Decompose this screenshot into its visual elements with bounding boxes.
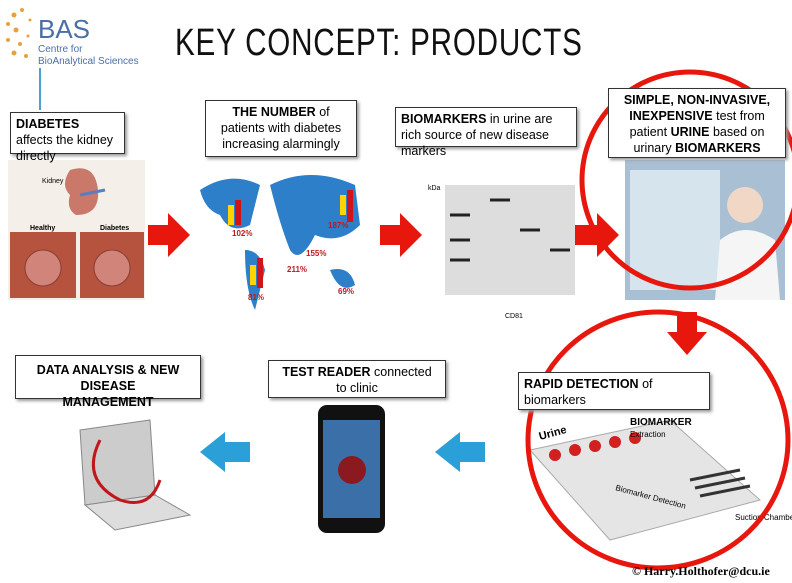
chip-image: Urine BIOMARKER Extraction Biomarker Det…: [529, 417, 792, 541]
label: kDa: [428, 185, 441, 192]
bold-text: BIOMARKERS: [401, 112, 487, 126]
text: based on urinary: [633, 125, 768, 155]
bold-text: SIMPLE, NON-INVASIVE, INEXPENSIVE: [623, 93, 774, 123]
kidney-image: Kidney Healthy Diabetes: [8, 160, 145, 300]
text-box: DIABETES affects the kidney directly: [10, 112, 125, 163]
highlight-circle: [579, 69, 792, 291]
label: CD81: [505, 313, 523, 320]
text: of biomarkers: [524, 377, 656, 407]
bold-text: DIABETES: [16, 117, 80, 131]
logo-dots: [6, 8, 32, 58]
label: BIOMARKER: [630, 417, 692, 428]
gel-image: kDa CD81: [428, 185, 575, 320]
label: Healthy: [30, 225, 55, 232]
blue-arrows: [200, 432, 485, 472]
label: 211%: [287, 265, 307, 274]
label: 187%: [328, 221, 348, 230]
bold-text: RAPID DETECTION: [524, 377, 639, 391]
text: affects the kidney directly: [16, 117, 117, 163]
title: KEY CONCEPT: PRODUCTS: [175, 22, 583, 64]
lab-photo: [625, 160, 785, 300]
laptop-image: [79, 419, 192, 531]
text: in urine are rich source of new disease …: [401, 112, 556, 158]
text-box: SIMPLE, NON-INVASIVE, INEXPENSIVE test f…: [608, 88, 786, 158]
bold-text: BIOMARKERS: [675, 141, 761, 155]
bold-text: THE NUMBER: [232, 105, 316, 119]
label: 81%: [248, 293, 264, 302]
text-box: TEST READER connected to clinic: [268, 360, 446, 398]
text: test from patient: [629, 109, 769, 139]
phone-image: [318, 405, 385, 533]
text-box: DATA ANALYSIS & NEW DISEASE MANAGEMENT: [15, 355, 201, 409]
label: Kidney: [42, 178, 64, 185]
bold-text: DATA ANALYSIS & NEW DISEASE MANAGEMENT: [36, 363, 183, 409]
footer: © Harry.Holthofer@dcu.ie: [632, 564, 770, 578]
label: 155%: [306, 249, 326, 258]
label: Diabetes: [100, 225, 129, 232]
logo-line2: BioAnalytical Sciences: [38, 56, 139, 67]
highlight-circle: [525, 309, 791, 571]
text: of patients with diabetes increasing ala…: [220, 105, 345, 151]
label: 102%: [232, 229, 252, 238]
map-image: 102% 211% 155% 187% 81% 69%: [200, 175, 360, 310]
label: Urine: [538, 424, 568, 443]
logo-name: BAS: [38, 14, 90, 44]
bold-text: URINE: [670, 125, 710, 139]
label: 69%: [338, 287, 354, 296]
text-box: BIOMARKERS in urine are rich source of n…: [395, 107, 577, 158]
text-box: THE NUMBER of patients with diabetes inc…: [205, 100, 357, 157]
logo-line1: Centre for: [38, 44, 83, 55]
text-box: RAPID DETECTION of biomarkers: [518, 372, 710, 410]
label: Extraction: [630, 430, 666, 439]
bold-text: TEST READER: [282, 365, 371, 379]
text: connected to clinic: [336, 365, 439, 395]
